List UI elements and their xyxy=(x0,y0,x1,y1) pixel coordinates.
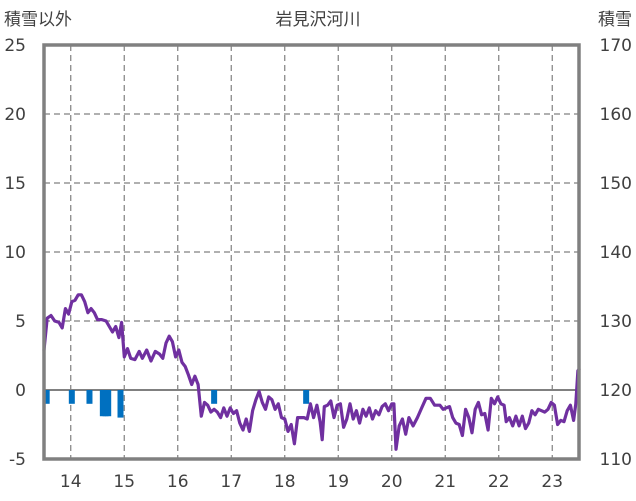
left-tick-label: -5 xyxy=(9,450,26,470)
left-tick-label: 5 xyxy=(15,312,26,332)
bar xyxy=(86,390,93,404)
right-tick-label: 140 xyxy=(600,243,632,263)
line-series xyxy=(42,293,581,451)
left-tick-label: 10 xyxy=(4,243,26,263)
x-tick-label: 15 xyxy=(113,472,135,492)
right-tick-label: 170 xyxy=(600,36,632,56)
x-tick-label: 18 xyxy=(274,472,296,492)
right-tick-label: 120 xyxy=(600,381,632,401)
bar-series xyxy=(43,390,310,418)
x-tick-label: 22 xyxy=(488,472,510,492)
left-tick-label: 25 xyxy=(4,36,26,56)
right-axis-label: 積雪 xyxy=(598,10,632,30)
tick-labels: -5 0 5 10 15 20 25 110 120 130 140 150 160 170 14 15 16 1… xyxy=(4,36,632,492)
bar xyxy=(303,390,310,404)
x-tick-label: 19 xyxy=(327,472,349,492)
right-tick-label: 160 xyxy=(600,105,632,125)
bar xyxy=(117,390,124,418)
bar xyxy=(211,390,218,404)
left-tick-label: 20 xyxy=(4,105,26,125)
left-tick-label: 15 xyxy=(4,174,26,194)
x-tick-label: 16 xyxy=(167,472,189,492)
bar xyxy=(43,390,50,404)
series-line xyxy=(42,293,581,451)
x-tick-label: 14 xyxy=(60,472,82,492)
right-tick-label: 150 xyxy=(600,174,632,194)
x-tick-label: 17 xyxy=(220,472,242,492)
left-tick-label: 0 xyxy=(15,381,26,401)
left-axis-label: 積雪以外 xyxy=(4,10,72,30)
right-tick-label: 130 xyxy=(600,312,632,332)
chart-title: 岩見沢河川 xyxy=(276,10,361,30)
x-tick-label: 21 xyxy=(434,472,456,492)
bar xyxy=(105,390,112,417)
right-tick-label: 110 xyxy=(600,450,632,470)
bar xyxy=(68,390,75,404)
x-tick-label: 20 xyxy=(381,472,403,492)
x-tick-label: 23 xyxy=(541,472,563,492)
plot-frame xyxy=(42,43,581,461)
plot-border xyxy=(42,43,581,461)
